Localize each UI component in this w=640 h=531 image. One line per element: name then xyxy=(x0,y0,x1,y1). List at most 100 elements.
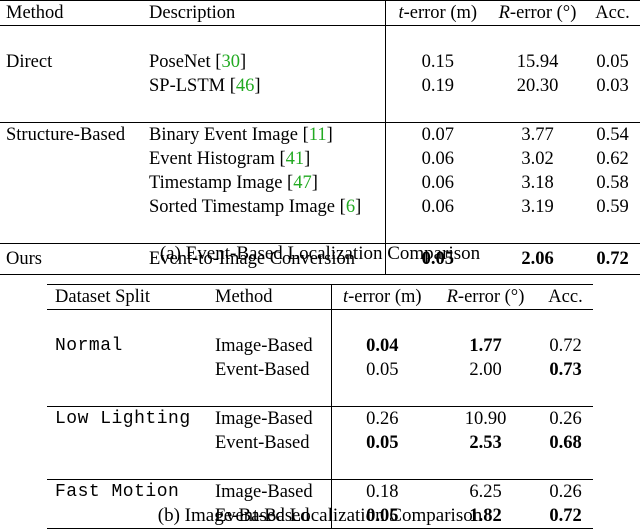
split-label xyxy=(47,504,209,529)
r-error-cell: 2.53 xyxy=(469,433,502,453)
r-error-cell: 6.25 xyxy=(433,479,538,504)
t-error-cell: 0.19 xyxy=(384,74,490,98)
description-cell: Binary Event Image [11] xyxy=(145,122,385,147)
acc-cell: 0.59 xyxy=(596,197,629,217)
t-error-cell: 0.05 xyxy=(330,431,433,455)
table-row: Event-Based 0.05 1.82 0.72 xyxy=(47,504,593,529)
acc-cell: 0.26 xyxy=(538,479,593,504)
method-cell: Image-Based xyxy=(209,406,331,431)
r-error-cell: 3.18 xyxy=(521,173,554,193)
method-cell: Image-Based xyxy=(215,336,313,356)
acc-cell: 0.72 xyxy=(549,336,582,356)
header-method: Method xyxy=(0,0,145,26)
table-row: Normal Image-Based 0.04 1.77 0.72 xyxy=(47,334,593,358)
method-cell: Event-Based xyxy=(215,433,310,453)
acc-cell: 0.05 xyxy=(596,52,629,72)
header-acc: Acc. xyxy=(538,284,593,310)
t-error-cell: 0.18 xyxy=(330,479,433,504)
r-error-cell: 2.00 xyxy=(469,360,502,380)
group-label xyxy=(0,147,145,171)
table-row: Low Lighting Image-Based 0.26 10.90 0.26 xyxy=(47,406,593,431)
description-cell: Event-to-Image Conversion xyxy=(145,243,385,275)
description-cell: Timestamp Image [47] xyxy=(149,173,318,193)
acc-cell: 0.58 xyxy=(596,173,629,193)
split-label xyxy=(47,431,209,455)
acc-cell: 0.62 xyxy=(596,149,629,169)
r-error-cell: 3.19 xyxy=(521,197,554,217)
table-row: Direct PoseNet [30] 0.15 15.94 0.05 xyxy=(0,50,640,74)
group-label: Direct xyxy=(6,52,53,72)
acc-cell: 0.03 xyxy=(596,76,629,96)
table-row: Sorted Timestamp Image [6] 0.06 3.19 0.5… xyxy=(0,195,640,219)
header-t-error: t-error (m) xyxy=(330,284,433,310)
t-error-cell: 0.06 xyxy=(384,195,490,219)
table-row: Structure-Based Binary Event Image [11] … xyxy=(0,122,640,147)
split-label: Low Lighting xyxy=(47,406,209,431)
description-cell: SP-LSTM [46] xyxy=(149,76,261,96)
acc-cell: 0.72 xyxy=(585,243,640,275)
table-row: Event-Based 0.05 2.00 0.73 xyxy=(47,358,593,382)
group-label xyxy=(0,171,145,195)
group-label: Ours xyxy=(0,243,145,275)
t-error-cell: 0.15 xyxy=(384,50,490,74)
method-cell: Image-Based xyxy=(209,479,331,504)
citation: 6 xyxy=(345,197,356,217)
table-row: Timestamp Image [47] 0.06 3.18 0.58 xyxy=(0,171,640,195)
caption-a: (a) Event-Based Localization Comparison xyxy=(159,243,481,264)
header-dataset-split: Dataset Split xyxy=(47,284,209,310)
table-row: SP-LSTM [46] 0.19 20.30 0.03 xyxy=(0,74,640,98)
r-error-cell: 1.82 xyxy=(433,504,538,529)
t-error-cell: 0.07 xyxy=(384,122,490,147)
acc-cell: 0.54 xyxy=(585,122,640,147)
header-description: Description xyxy=(145,0,385,26)
r-error-cell: 20.30 xyxy=(516,76,559,96)
acc-cell: 0.26 xyxy=(538,406,593,431)
split-label: Fast Motion xyxy=(47,479,209,504)
method-cell: Event-Based xyxy=(209,504,331,529)
description-cell: Event Histogram [41] xyxy=(149,149,311,169)
image-localization-table: Dataset Split Method t-error (m) R-error… xyxy=(47,284,593,529)
description-cell: PoseNet [30] xyxy=(149,52,247,72)
acc-cell: 0.68 xyxy=(549,433,582,453)
acc-cell: 0.73 xyxy=(549,360,582,380)
r-error-cell: 1.77 xyxy=(469,336,502,356)
t-error-cell: 0.04 xyxy=(330,334,433,358)
table-row: Fast Motion Image-Based 0.18 6.25 0.26 xyxy=(47,479,593,504)
split-label: Normal xyxy=(55,336,123,356)
r-error-cell: 15.94 xyxy=(516,52,559,72)
group-label: Structure-Based xyxy=(0,122,145,147)
table-b-header-row: Dataset Split Method t-error (m) R-error… xyxy=(47,284,593,310)
header-acc: Acc. xyxy=(585,0,640,26)
r-error-cell: 3.02 xyxy=(521,149,554,169)
method-cell: Event-Based xyxy=(215,360,310,380)
header-r-error: R-error (°) xyxy=(433,284,538,310)
t-error-cell: 0.26 xyxy=(330,406,433,431)
t-error-cell: 0.05 xyxy=(330,504,433,529)
r-error-cell: 10.90 xyxy=(433,406,538,431)
header-method: Method xyxy=(209,284,331,310)
t-error-cell: 0.06 xyxy=(384,147,490,171)
t-error-cell: 0.05 xyxy=(330,358,433,382)
header-r-error: R-error (°) xyxy=(490,0,585,26)
table-row-ours: Ours Event-to-Image Conversion 0.05 2.06… xyxy=(0,243,640,275)
r-error-cell: 3.77 xyxy=(490,122,585,147)
acc-cell: 0.72 xyxy=(538,504,593,529)
table-a-header-row: Method Description t-error (m) R-error (… xyxy=(0,0,640,26)
group-label xyxy=(0,195,145,219)
group-label xyxy=(0,74,145,98)
table-row: Event-Based 0.05 2.53 0.68 xyxy=(47,431,593,455)
citation: 46 xyxy=(235,76,255,96)
header-t-error: t-error (m) xyxy=(384,0,490,26)
citation: 11 xyxy=(308,125,327,145)
r-error-cell: 2.06 xyxy=(490,243,585,275)
citation: 47 xyxy=(293,173,312,193)
description-cell: Sorted Timestamp Image [6] xyxy=(149,197,362,217)
caption-b: (b) Image-Based Localization Comparison xyxy=(157,505,483,526)
table-row: Event Histogram [41] 0.06 3.02 0.62 xyxy=(0,147,640,171)
t-error-cell: 0.05 xyxy=(384,243,490,275)
t-error-cell: 0.06 xyxy=(384,171,490,195)
citation: 41 xyxy=(285,149,305,169)
event-localization-table: Method Description t-error (m) R-error (… xyxy=(0,0,640,275)
split-label xyxy=(47,358,209,382)
citation: 30 xyxy=(221,52,240,72)
